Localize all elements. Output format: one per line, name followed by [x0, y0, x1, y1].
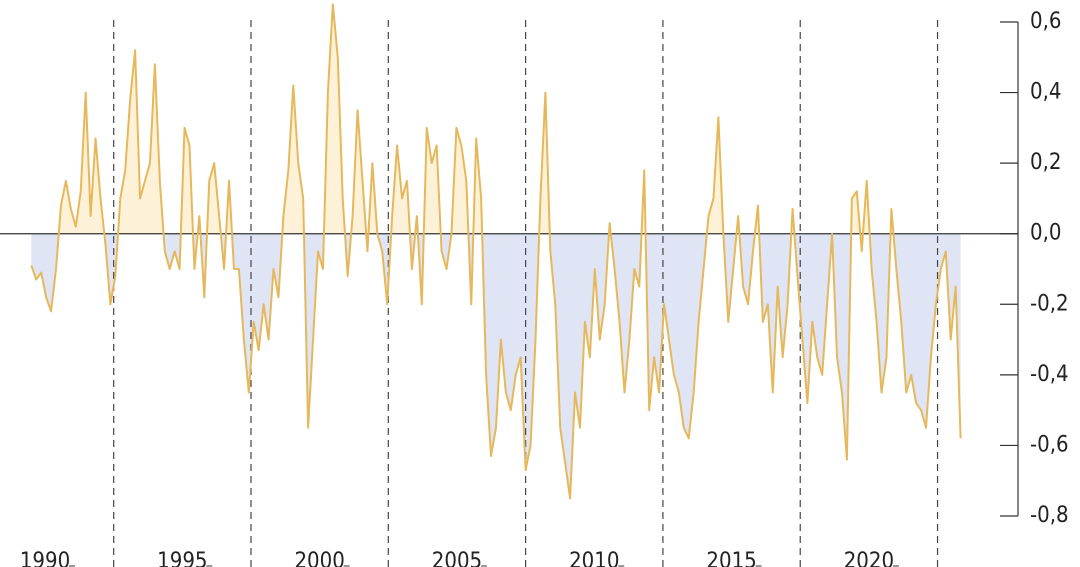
y-tick-label: -0,8	[1030, 503, 1069, 528]
y-tick-label: 0,0	[1030, 221, 1061, 246]
x-tick-label: 2020	[844, 549, 894, 567]
area-below	[31, 233, 961, 499]
y-tick-label: 0,6	[1030, 9, 1061, 34]
y-tick-label: 0,4	[1030, 80, 1061, 105]
x-tick-label: 1995	[157, 549, 207, 567]
y-tick-label: -0,6	[1030, 432, 1069, 457]
x-tick-label: 2015	[706, 549, 756, 567]
data-line	[30, 3, 962, 500]
x-tick-label: 2010	[569, 549, 619, 567]
y-tick-label: -0,4	[1030, 362, 1069, 387]
x-tick-label: 1990	[20, 549, 70, 567]
x-tick-label: 2005	[432, 549, 482, 567]
y-tick-label: 0,2	[1030, 150, 1061, 175]
x-tick-label: 2000	[294, 549, 344, 567]
y-tick-label: -0,2	[1030, 291, 1069, 316]
